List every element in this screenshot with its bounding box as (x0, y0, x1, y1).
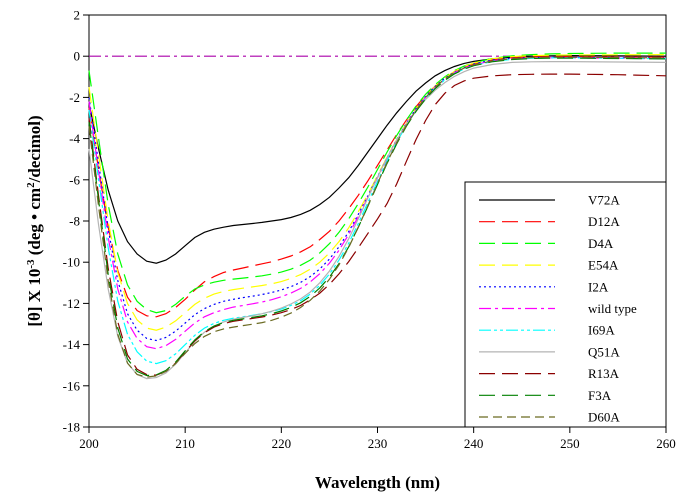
legend-label: R13A (588, 366, 620, 381)
legend-label: D60A (588, 410, 620, 425)
x-axis-label: Wavelength (nm) (315, 473, 440, 492)
legend-box (464, 181, 667, 428)
x-tick-label: 200 (79, 436, 99, 451)
legend-label: D4A (588, 236, 614, 251)
series-line-i69a (88, 57, 667, 365)
y-axis-ticks: -18 -16 -14 -12 -10 -8 -6 -4 -2 0 2 (63, 8, 89, 435)
legend-items: V72A D12A D4A E54A I2A wild type I69A Q51A R13A F… (479, 193, 637, 425)
y-axis-label: [θ] X 10-3 (deg • cm2/decimol) (25, 115, 44, 326)
y-tick-label: -8 (69, 214, 80, 229)
x-axis-ticks: 200 210 220 230 240 250 260 (79, 427, 676, 451)
x-tick-label: 220 (272, 436, 292, 451)
series-layer (88, 52, 667, 380)
legend-label: Q51A (588, 344, 620, 359)
legend-label: wild type (588, 301, 637, 316)
y-tick-label: -6 (69, 172, 80, 187)
y-label-exp1: -3 (25, 259, 37, 269)
legend-label: D12A (588, 214, 620, 229)
x-tick-label: 240 (464, 436, 484, 451)
y-tick-label: -12 (63, 296, 80, 311)
y-label-prefix: [θ] X 10 (25, 269, 44, 327)
x-tick-label: 230 (368, 436, 388, 451)
y-label-suffix: /decimol) (25, 115, 44, 183)
y-tick-label: -14 (63, 337, 81, 352)
y-tick-label: -16 (63, 378, 81, 393)
series-line-v72a (88, 54, 667, 264)
y-tick-label: 2 (74, 8, 81, 23)
series-line-wild-type (88, 57, 667, 350)
series-line-d60a (88, 56, 667, 378)
legend-label: V72A (588, 193, 620, 208)
y-tick-label: 0 (74, 49, 81, 64)
series-line-i2a (88, 56, 667, 342)
y-label-middle: (deg • cm (25, 188, 44, 260)
legend-label: I69A (588, 323, 615, 338)
series-line-e54a (88, 54, 667, 331)
legend-label: I2A (588, 279, 609, 294)
y-tick-label: -4 (69, 131, 80, 146)
x-tick-label: 250 (560, 436, 580, 451)
x-tick-label: 210 (175, 436, 195, 451)
y-label-exp2: 2 (25, 182, 37, 188)
y-tick-label: -18 (63, 420, 80, 435)
y-tick-label: -2 (69, 90, 80, 105)
legend: V72A D12A D4A E54A I2A wild type I69A Q51A R13A F… (464, 181, 667, 428)
series-line-f3a (88, 57, 667, 377)
series-line-q51a (88, 61, 667, 380)
legend-label: F3A (588, 388, 612, 403)
y-tick-label: -10 (63, 255, 80, 270)
x-tick-label: 260 (656, 436, 676, 451)
legend-label: E54A (588, 258, 619, 273)
